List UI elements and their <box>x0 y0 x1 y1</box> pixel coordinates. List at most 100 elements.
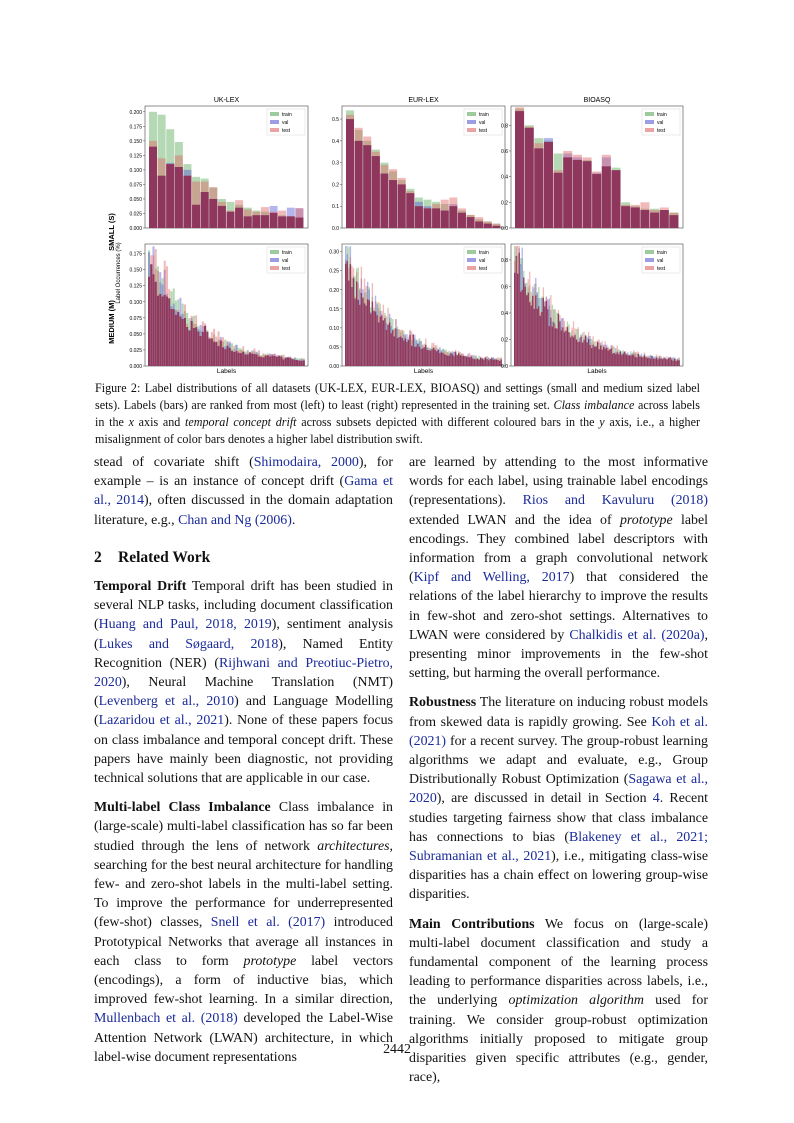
text: Class imbalance in (large-scale) multi-l… <box>94 800 393 854</box>
bar-overlap <box>417 343 419 366</box>
bar-overlap <box>628 355 630 366</box>
bar-overlap <box>248 352 251 366</box>
bar-overlap <box>370 313 372 366</box>
bar-overlap <box>260 215 269 228</box>
bar-overlap <box>654 358 656 366</box>
y-tick-label: 0.00 <box>329 364 339 370</box>
bar-overlap <box>453 356 455 366</box>
bar-overlap <box>219 340 222 366</box>
bar-overlap <box>624 351 626 366</box>
bar-overlap <box>357 299 359 366</box>
bar-overlap <box>604 348 606 366</box>
bar-overlap <box>289 357 292 366</box>
citation-link[interactable]: Mullenbach et al. (2018) <box>94 1011 238 1027</box>
bar-overlap <box>423 208 432 228</box>
bar-overlap <box>465 356 468 366</box>
citation-link[interactable]: Rios and Kavuluru (2018) <box>522 493 709 509</box>
citation-link[interactable]: Levenberg et al., 2010 <box>98 694 235 710</box>
bar-overlap <box>355 281 358 366</box>
bar-overlap <box>572 337 575 366</box>
bar-overlap <box>251 353 254 366</box>
bar-overlap <box>210 338 213 366</box>
bar-overlap <box>592 344 594 366</box>
bar-overlap <box>556 328 558 366</box>
legend-label-test: test <box>479 266 488 272</box>
row-label-medium: MEDIUM (M) <box>107 300 116 344</box>
bar-overlap <box>655 357 658 366</box>
bar-overlap <box>613 352 615 366</box>
bar-overlap <box>226 211 235 228</box>
bar-overlap <box>646 358 649 366</box>
bar-overlap <box>648 357 650 366</box>
bar-overlap <box>346 261 348 366</box>
caption-italic: x <box>128 415 134 429</box>
bar-overlap <box>293 359 296 366</box>
bar-overlap <box>457 212 466 228</box>
citation-link[interactable]: Chan and Ng (2006) <box>178 512 292 528</box>
legend-swatch-train <box>467 112 476 116</box>
bar-overlap <box>515 111 525 228</box>
bar-overlap <box>379 316 381 366</box>
legend-swatch-test <box>645 128 654 132</box>
text: ) and Language Modelling ( <box>94 694 393 729</box>
bar-overlap <box>447 355 449 366</box>
bar-overlap <box>395 328 397 366</box>
row-label-small: SMALL (S) <box>107 213 116 251</box>
citation-link[interactable]: Lazaridou et al., 2021 <box>98 713 225 729</box>
bar-overlap <box>286 216 295 228</box>
citation-link[interactable]: Shimodaira, 2000 <box>253 455 359 470</box>
citation-link[interactable]: Koh et al. (2021) <box>409 714 709 749</box>
bar-overlap <box>159 293 162 366</box>
bar-overlap <box>553 172 563 228</box>
bar-overlap <box>659 210 669 228</box>
bar-overlap <box>380 173 389 228</box>
y-tick-label: 0.100 <box>129 168 142 174</box>
citation-link[interactable]: Kipf and Welling, 2017 <box>413 570 570 586</box>
bar-overlap <box>181 318 184 366</box>
bar-overlap <box>215 342 218 366</box>
bar-overlap <box>601 166 611 228</box>
bar-overlap <box>544 306 546 366</box>
citation-link[interactable]: Rijhwani and Preotiuc-Pietro, 2020 <box>94 655 393 691</box>
citation-link[interactable]: Lukes and Søgaard, 2018 <box>98 636 279 652</box>
citation-link[interactable]: Snell et al. (2017) <box>210 915 326 931</box>
bar-overlap <box>156 295 160 366</box>
paragraph-heading: Multi-label Class Imbalance <box>94 800 271 816</box>
x-axis-label: Labels <box>587 368 607 375</box>
bar-overlap <box>445 354 447 366</box>
section-ref-link[interactable]: 4 <box>652 791 660 807</box>
bar-overlap <box>269 212 278 228</box>
bar-overlap <box>376 315 378 366</box>
bar-overlap <box>257 356 260 366</box>
bar-overlap <box>363 303 366 366</box>
citation-link[interactable]: Gama et al., 2014 <box>94 474 394 509</box>
bar-overlap <box>302 360 305 366</box>
bar-overlap <box>360 292 363 366</box>
bar-overlap <box>442 352 444 366</box>
bar-overlap <box>583 339 585 366</box>
legend-label-val: val <box>479 120 485 126</box>
bar-overlap <box>640 210 650 228</box>
bar-overlap <box>213 341 216 366</box>
bar-overlap <box>197 331 200 366</box>
bar-overlap <box>228 347 231 366</box>
citation-link[interactable]: Huang and Paul, 2018, 2019 <box>98 617 272 633</box>
bar-overlap <box>538 306 540 366</box>
paragraph: Robustness The literature on inducing ro… <box>409 693 708 904</box>
legend-label-train: train <box>479 250 489 256</box>
y-tick-label: 0.075 <box>129 316 142 322</box>
text: ), sentiment analysis ( <box>94 617 393 652</box>
bar-overlap <box>571 335 573 366</box>
bar-overlap <box>559 321 561 366</box>
bar-overlap <box>230 351 234 366</box>
citation-link[interactable]: Blakeney et al., 2021; Subramanian et al… <box>409 829 709 865</box>
text: ), Neural Machine Translation (NMT) ( <box>94 675 393 710</box>
bar-overlap <box>467 356 469 366</box>
legend-label-test: test <box>282 128 291 134</box>
bar-overlap <box>423 347 425 366</box>
citation-link[interactable]: Sagawa et al., 2020 <box>409 772 708 807</box>
bar-overlap <box>610 348 612 366</box>
legend-swatch-val <box>645 120 654 124</box>
citation-link[interactable]: Chalkidis et al. (2020a) <box>569 627 705 643</box>
bar-overlap <box>186 326 189 366</box>
